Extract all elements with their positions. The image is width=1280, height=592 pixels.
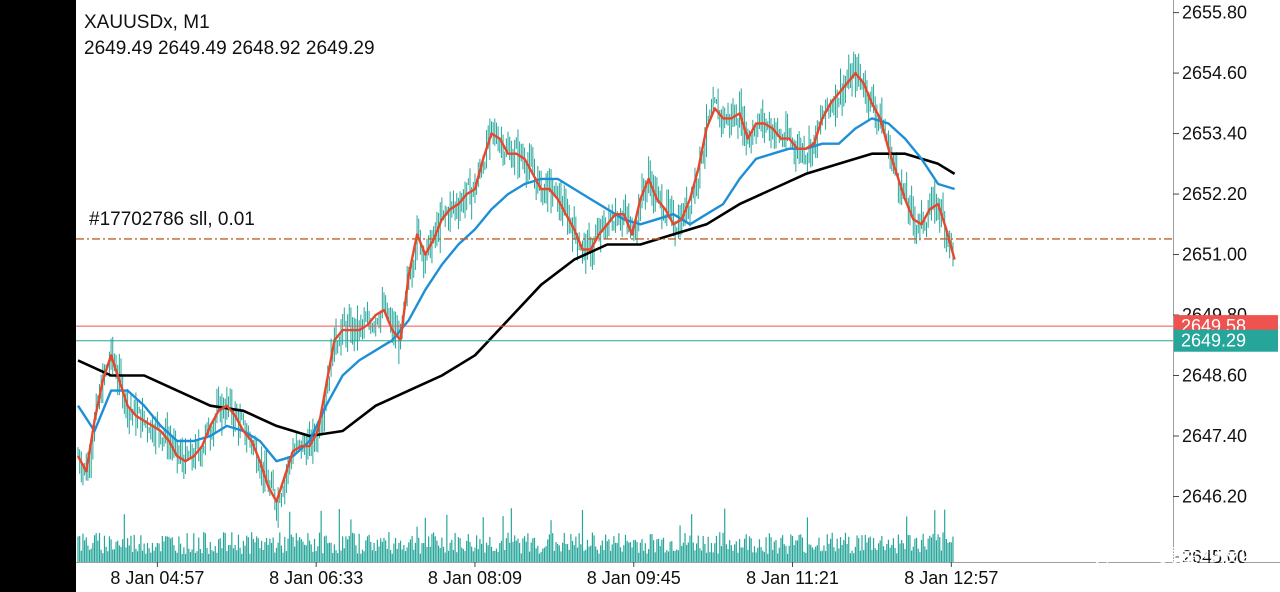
watermark: @IEXS黄金29反22 <box>1093 544 1263 567</box>
order-label[interactable]: #17702786 sll, 0.01 <box>89 209 255 230</box>
ma-slow-line <box>77 152 956 438</box>
x-tick-label: 8 Jan 06:33 <box>269 568 363 588</box>
moving-averages <box>76 71 956 503</box>
volume-histogram <box>77 508 954 562</box>
price-scale[interactable] <box>1173 0 1280 562</box>
price-badges: 2649.58 2649.29 <box>1174 315 1278 352</box>
x-tick-label: 8 Jan 12:57 <box>904 568 998 588</box>
price-axis-ticks: 2655.80 2654.60 2653.40 2652.20 2651.00 2649.… <box>1173 3 1247 567</box>
time-scale[interactable] <box>76 562 1280 592</box>
y-tick-label: 2646.20 <box>1182 486 1247 506</box>
bid-price-badge-text: 2649.29 <box>1181 331 1246 351</box>
y-tick-label: 2655.80 <box>1182 3 1247 23</box>
x-tick-label: 8 Jan 11:21 <box>746 568 839 588</box>
x-tick-label: 8 Jan 09:45 <box>587 568 681 588</box>
ma-fast-line <box>76 71 956 503</box>
y-tick-label: 2653.40 <box>1182 124 1247 144</box>
x-tick-label: 8 Jan 08:09 <box>428 568 522 588</box>
ohlc-values: 2649.49 2649.49 2648.92 2649.29 <box>84 38 375 59</box>
bid-price-badge <box>1174 329 1278 352</box>
y-tick-label: 2647.40 <box>1182 426 1247 446</box>
x-tick-label: 8 Jan 04:57 <box>110 568 204 588</box>
y-tick-label: 2651.00 <box>1182 245 1247 265</box>
symbol-title: XAUUSDx, M1 <box>84 12 210 33</box>
price-lines: #17702786 sll, 0.01 <box>76 209 1173 342</box>
time-axis-ticks: 8 Jan 04:57 8 Jan 06:33 8 Jan 08:09 8 Jan 0… <box>110 562 998 588</box>
y-tick-label: 2654.60 <box>1182 63 1247 83</box>
chart-plot-area[interactable] <box>76 0 1173 562</box>
y-tick-label: 2648.60 <box>1182 366 1247 386</box>
y-tick-label: 2652.20 <box>1182 184 1247 204</box>
y-tick-label: 2645.00 <box>1182 547 1247 567</box>
